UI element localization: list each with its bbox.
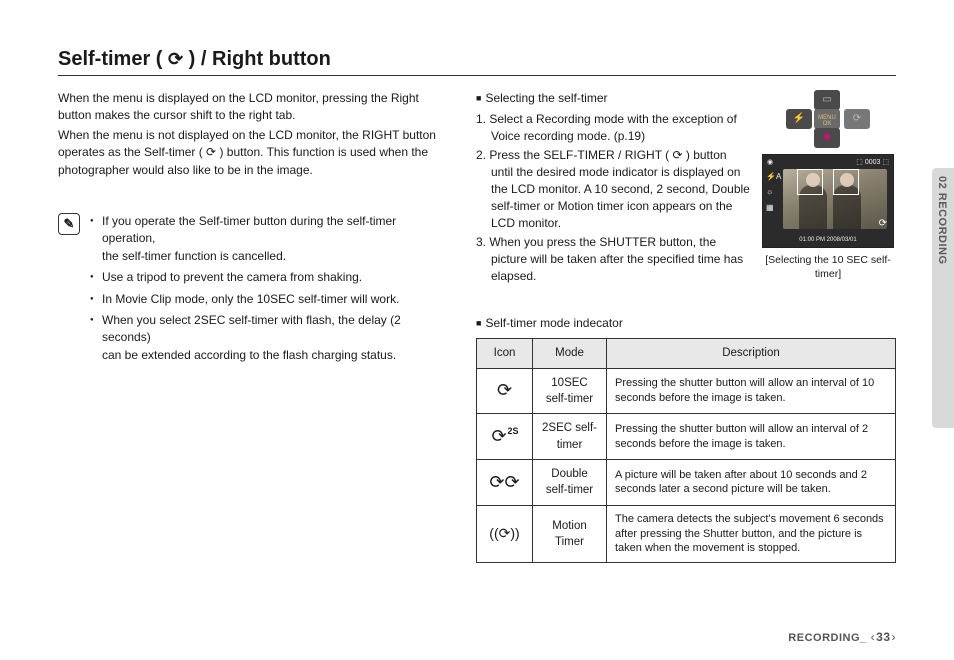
note-item: If you operate the Self-timer button dur…: [90, 213, 448, 265]
illustration-area: ▭ ⚡ MENU OK ⟳ ❀ ◉ ⬚ 0003 ⬚ ⚡A ☼: [760, 90, 896, 287]
intro-paragraph-1: When the menu is displayed on the LCD mo…: [58, 90, 448, 125]
note-box: ✎ If you operate the Self-timer button d…: [58, 213, 448, 368]
cell-mode: Double self-timer: [533, 460, 607, 506]
note-text: can be extended according to the flash c…: [102, 347, 448, 364]
icon-badge: 2S: [508, 426, 519, 436]
step-3: 3. When you press the SHUTTER button, th…: [476, 234, 750, 285]
left-column: When the menu is displayed on the LCD mo…: [58, 90, 448, 563]
cell-desc: A picture will be taken after about 10 s…: [607, 460, 896, 506]
indicator-heading: ■Self-timer mode indecator: [476, 315, 896, 332]
timer-icon: ⟳: [491, 426, 506, 446]
note-text: When you select 2SEC self-timer with fla…: [102, 313, 401, 344]
lcd-sidebar: ⚡A ☼ ▦: [766, 171, 781, 213]
page-number: 33: [871, 630, 896, 644]
note-item: Use a tripod to prevent the camera from …: [90, 269, 448, 286]
lcd-side-icon: ☼: [766, 186, 781, 197]
lcd-timer-icon: ⟳: [879, 217, 887, 231]
cell-mode: 10SEC self-timer: [533, 368, 607, 414]
note-list: If you operate the Self-timer button dur…: [90, 213, 448, 368]
th-icon: Icon: [477, 339, 533, 368]
lcd-photo: [783, 169, 887, 229]
dpad-up: ▭: [814, 90, 840, 110]
footer-label: RECORDING_: [788, 632, 866, 644]
indicator-label: Self-timer mode indecator: [485, 316, 622, 330]
note-text: the self-timer function is cancelled.: [102, 248, 448, 265]
note-item: In Movie Clip mode, only the 10SEC self-…: [90, 291, 448, 308]
columns: When the menu is displayed on the LCD mo…: [58, 90, 896, 563]
indicator-table: Icon Mode Description ⟳ 10SEC self-timer…: [476, 338, 896, 563]
illustration-caption: [Selecting the 10 SEC self-timer]: [760, 254, 896, 281]
lcd-side-icon: ▦: [766, 202, 781, 213]
th-mode: Mode: [533, 339, 607, 368]
right-column: ■Selecting the self-timer 1. Select a Re…: [476, 90, 896, 563]
intro-paragraph-2: When the menu is not displayed on the LC…: [58, 127, 448, 179]
cell-mode: Motion Timer: [533, 505, 607, 563]
section-label: Selecting the self-timer: [485, 91, 607, 105]
step-2: 2. Press the SELF-TIMER / RIGHT ( ⟳ ) bu…: [476, 147, 750, 232]
dpad-mid: MENU OK: [814, 109, 840, 129]
side-tab: 02 RECORDING: [932, 168, 954, 428]
intro-block: When the menu is displayed on the LCD mo…: [58, 90, 448, 179]
page: 02 RECORDING Self-timer ( ⟳ ) / Right bu…: [0, 0, 954, 660]
side-tab-label: 02 RECORDING: [936, 176, 948, 265]
cell-desc: The camera detects the subject's movemen…: [607, 505, 896, 563]
cell-icon: ((⟳)): [477, 505, 533, 563]
th-desc: Description: [607, 339, 896, 368]
right-text: ■Selecting the self-timer 1. Select a Re…: [476, 90, 750, 287]
timer-icon: ⟳⟳: [489, 472, 519, 492]
dpad-down: ❀: [814, 128, 840, 148]
lcd-illustration: ◉ ⬚ 0003 ⬚ ⚡A ☼ ▦ ⟳: [762, 154, 894, 248]
dpad-left: ⚡: [786, 109, 812, 129]
lcd-side-icon: ⚡A: [766, 171, 781, 182]
page-footer: RECORDING_ 33: [788, 630, 896, 644]
cell-icon: ⟳: [477, 368, 533, 414]
table-row: ⟳ 10SEC self-timer Pressing the shutter …: [477, 368, 896, 414]
title-suffix: ) / Right button: [183, 48, 331, 70]
note-item: When you select 2SEC self-timer with fla…: [90, 312, 448, 364]
dpad-illustration: ▭ ⚡ MENU OK ⟳ ❀: [772, 90, 884, 148]
self-timer-icon: ⟳: [168, 49, 183, 69]
lcd-top-right: ⬚ 0003 ⬚: [856, 158, 889, 168]
lcd-bottom: 01:00 PM 2008/03/01: [763, 236, 893, 245]
dpad-right: ⟳: [844, 109, 870, 129]
section-heading: ■Selecting the self-timer: [476, 90, 750, 107]
steps: 1. Select a Recording mode with the exce…: [476, 111, 750, 285]
cell-icon: ⟳2S: [477, 414, 533, 460]
cell-desc: Pressing the shutter button will allow a…: [607, 368, 896, 414]
table-row: ((⟳)) Motion Timer The camera detects th…: [477, 505, 896, 563]
note-icon: ✎: [58, 213, 80, 235]
title-prefix: Self-timer (: [58, 48, 168, 70]
table-row: ⟳⟳ Double self-timer A picture will be t…: [477, 460, 896, 506]
step-1: 1. Select a Recording mode with the exce…: [476, 111, 750, 145]
cell-icon: ⟳⟳: [477, 460, 533, 506]
page-title: Self-timer ( ⟳ ) / Right button: [58, 48, 896, 76]
lcd-topbar: ◉ ⬚ 0003 ⬚: [767, 158, 889, 168]
note-text: If you operate the Self-timer button dur…: [102, 214, 396, 245]
table-row: ⟳2S 2SEC self-timer Pressing the shutter…: [477, 414, 896, 460]
timer-icon: ⟳: [497, 380, 512, 400]
lcd-top-left: ◉: [767, 158, 773, 168]
timer-icon: ((⟳)): [489, 525, 519, 541]
cell-mode: 2SEC self-timer: [533, 414, 607, 460]
right-top-row: ■Selecting the self-timer 1. Select a Re…: [476, 90, 896, 287]
table-header-row: Icon Mode Description: [477, 339, 896, 368]
cell-desc: Pressing the shutter button will allow a…: [607, 414, 896, 460]
